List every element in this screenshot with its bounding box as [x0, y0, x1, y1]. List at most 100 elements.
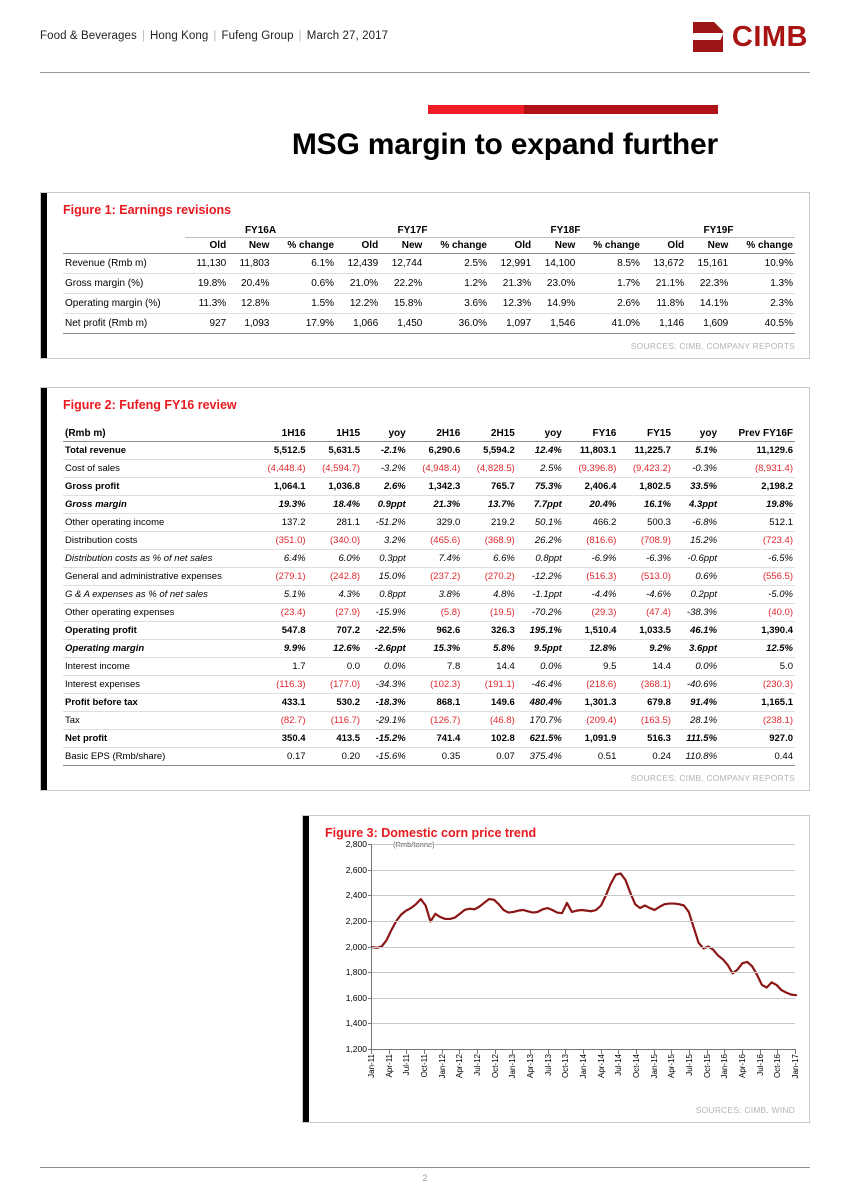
x-axis-tick-label: Apr-13 [526, 1054, 535, 1079]
table-cell: 15,161 [686, 253, 731, 274]
table-cell: (516.3) [563, 567, 619, 586]
table-header-row: (Rmb m) 1H16 1H15 yoy 2H16 2H15 yoy FY16 FY15 yoy… [63, 426, 795, 442]
row-label: Distribution costs as % of net sales [63, 549, 253, 568]
y-axis-tick-label: 2,000 [345, 941, 367, 952]
table-cell: (368.9) [462, 531, 517, 550]
table-cell: 512.1 [719, 513, 795, 532]
column-header-1h15: 1H15 [307, 426, 363, 442]
column-header-1h16: 1H16 [253, 426, 308, 442]
table-cell: 6.0% [307, 549, 363, 568]
table-cell: 1,301.3 [563, 693, 619, 712]
y-axis-tick-label: 2,800 [345, 839, 367, 849]
table-cell: (8,931.4) [719, 459, 795, 478]
table-row: Operating profit 547.8 707.2 -22.5% 962.6 326… [63, 621, 795, 640]
figure-3-sources: SOURCES: CIMB, WIND [695, 1105, 795, 1115]
table-cell: 20.4% [228, 273, 272, 294]
row-label: Interest income [63, 657, 253, 676]
x-axis-tick-label: Oct-15 [702, 1054, 712, 1079]
table-cell: 16.1% [618, 495, 673, 514]
x-axis-tick [724, 1049, 726, 1054]
column-header-new: New [686, 237, 731, 254]
table-cell: (816.6) [563, 531, 619, 550]
x-axis-tick [441, 1049, 443, 1054]
table-cell: 9.9% [253, 639, 308, 658]
x-axis-tick [742, 1049, 743, 1054]
table-cell: 12.8% [228, 293, 272, 314]
table-cell: 10.9% [730, 253, 795, 274]
table-cell: 329.0 [407, 513, 463, 532]
table-row: Total revenue 5,512.5 5,631.5 -2.1% 6,290.6 5… [63, 441, 795, 460]
table-cell: 21.0% [336, 273, 381, 294]
table-cell: 75.3% [516, 477, 564, 496]
x-axis-tick [759, 1049, 761, 1054]
column-header-label [63, 237, 185, 254]
x-axis-tick [618, 1049, 620, 1054]
column-header-old: Old [185, 237, 229, 254]
column-header-old: Old [641, 237, 687, 254]
table-cell: -15.6% [362, 747, 408, 766]
row-label: Profit before tax [63, 693, 253, 712]
table-cell: -0.3% [672, 459, 720, 478]
x-axis-tick-label: Oct-12 [490, 1054, 500, 1079]
x-axis-tick-label: Jan-15 [649, 1054, 659, 1079]
table-cell: 5,594.2 [462, 441, 517, 460]
table-cell: 530.2 [307, 693, 363, 712]
column-header-yoy: yoy [672, 426, 720, 442]
table-cell: 20.4% [563, 495, 619, 514]
gridline [372, 844, 795, 845]
table-cell: 22.3% [686, 273, 731, 294]
table-cell: -3.2% [362, 459, 408, 478]
gridline [372, 972, 795, 974]
table-row: G & A expenses as % of net sales 5.1% 4.3%… [63, 585, 795, 604]
x-axis-tick-label: Apr-11 [384, 1054, 394, 1078]
y-axis-tick [368, 1049, 372, 1050]
table-cell: 6,290.6 [407, 441, 463, 460]
breadcrumb-company: Fufeng Group [221, 30, 294, 42]
row-label: Gross margin (%) [63, 273, 185, 294]
x-axis-tick [777, 1049, 779, 1054]
table-cell: (4,448.4) [253, 459, 308, 478]
table-cell: -70.2% [516, 603, 564, 622]
table-cell: -51.2% [362, 513, 408, 532]
table-cell: -34.3% [362, 675, 408, 694]
table-cell: (351.0) [253, 531, 308, 550]
table-cell: -38.3% [672, 603, 720, 622]
table-cell: 0.24 [618, 747, 673, 766]
table-cell: (242.8) [307, 567, 363, 586]
table-cell: 466.2 [563, 513, 619, 532]
x-axis-tick [371, 1049, 372, 1054]
column-header-change: % change [271, 237, 337, 254]
table-cell: 219.2 [462, 513, 517, 532]
x-axis-tick-label: Jul-12 [473, 1054, 482, 1076]
table-cell: 137.2 [253, 513, 308, 532]
earnings-revisions-table: FY16A FY17F FY18F FY19F Old New% change Old Ne… [63, 223, 795, 334]
table-cell: 91.4% [672, 693, 720, 712]
table-cell: 14.4 [618, 657, 673, 676]
table-cell: 1,165.1 [719, 693, 795, 712]
cimb-logo: CIMB [690, 21, 810, 52]
table-cell: 2.5% [516, 459, 564, 478]
table-cell: 3.2% [362, 531, 408, 550]
table-cell: 0.17 [253, 747, 308, 766]
table-cell: 375.4% [516, 747, 564, 766]
figure-2-title: Figure 2: Fufeng FY16 review [63, 398, 237, 412]
table-cell: 9.5ppt [516, 639, 564, 658]
table-row: Gross margin (%) 19.8% 20.4% 0.6% 21.0% 22.2%… [63, 273, 795, 294]
group-header-fy18f: FY18F [489, 223, 642, 238]
row-label: Net profit (Rmb m) [63, 313, 185, 334]
table-cell: 40.5% [730, 313, 795, 334]
table-cell: 13,672 [641, 253, 687, 274]
y-axis-tick-label: 1,800 [345, 967, 367, 978]
x-axis-tick-label: Jan-12 [437, 1054, 447, 1079]
figure-3-title: Figure 3: Domestic corn price trend [325, 826, 537, 840]
table-cell: (368.1) [618, 675, 673, 694]
table-row: General and administrative expenses (279.… [63, 567, 795, 586]
table-cell: 868.1 [407, 693, 463, 712]
fy16-review-table: (Rmb m) 1H16 1H15 yoy 2H16 2H15 yoy FY16 FY15 yoy… [63, 426, 795, 766]
table-cell: 12,439 [336, 253, 381, 274]
x-axis-tick-label: Jul-13 [543, 1054, 553, 1076]
table-cell: 15.2% [672, 531, 720, 550]
table-cell: 433.1 [253, 693, 308, 712]
x-axis-tick [671, 1049, 673, 1054]
x-axis-tick-label: Oct-14 [632, 1054, 641, 1079]
